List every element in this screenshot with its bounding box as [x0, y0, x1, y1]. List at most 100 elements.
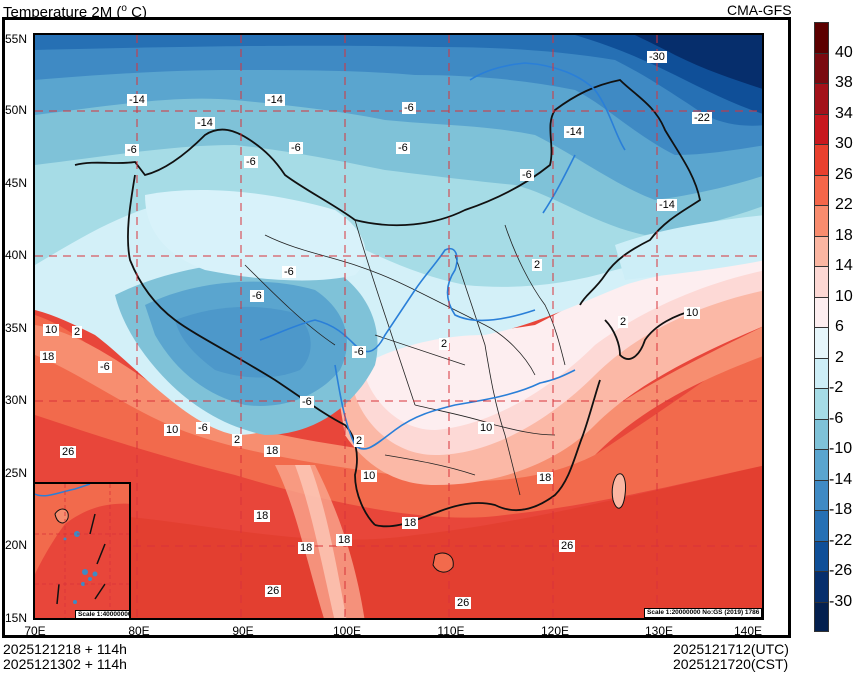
colorbar-label: -18 — [829, 501, 853, 518]
title-unit: C) — [126, 4, 147, 21]
colorbar-label: 18 — [835, 226, 853, 244]
lon-label-90e: 90E — [232, 624, 254, 638]
colorbar-segment — [814, 205, 829, 236]
colorbar-segment — [814, 144, 829, 175]
contour-label: -6 — [196, 422, 210, 434]
colorbar-label: 38 — [835, 74, 853, 91]
contour-label: 18 — [336, 534, 353, 546]
contour-label: -6 — [402, 102, 416, 114]
colorbar-segment — [814, 113, 829, 144]
lat-label-50n: 50N — [5, 103, 28, 117]
contour-label: 18 — [537, 472, 554, 484]
colorbar-segment — [814, 479, 829, 510]
contour-label: 10 — [478, 422, 495, 434]
colorbar-label: 30 — [835, 135, 853, 152]
lat-label-15n: 15N — [5, 611, 28, 625]
contour-label: -6 — [98, 361, 112, 373]
valid-time-utc: 2025121712(UTC) — [673, 641, 789, 657]
contour-label: -14 — [195, 117, 215, 129]
colorbar-label: -2 — [829, 379, 844, 396]
contour-label: -22 — [692, 112, 712, 124]
colorbar-segment — [814, 388, 829, 419]
contour-label: 2 — [354, 435, 365, 447]
contour-label: 18 — [264, 445, 281, 457]
colorbar-segment — [814, 266, 829, 297]
colorbar-segment — [814, 571, 829, 602]
lat-label-45n: 45N — [5, 176, 28, 190]
contour-label: 10 — [684, 307, 701, 319]
colorbar-label: -14 — [829, 470, 853, 488]
lat-label-20n: 20N — [5, 538, 28, 552]
colorbar-label: 6 — [835, 318, 844, 335]
colorbar-segment — [814, 540, 829, 571]
contour-label: 10 — [361, 470, 378, 482]
contour-label: -6 — [244, 156, 258, 168]
valid-time-cst: 2025121720(CST) — [673, 656, 789, 672]
colorbar-label: 40 — [835, 43, 853, 61]
colorbar-segment — [814, 449, 829, 480]
colorbar-label: -26 — [829, 562, 853, 579]
contour-label: -14 — [564, 126, 584, 138]
chart-title: Temperature 2M (o C) — [3, 0, 147, 21]
contour-label: -30 — [647, 51, 667, 63]
contour-label: 2 — [532, 259, 543, 271]
lon-label-70e: 70E — [24, 624, 46, 638]
lon-label-140e: 140E — [733, 624, 763, 638]
colorbar-segment — [814, 174, 829, 205]
contour-label: -14 — [265, 94, 285, 106]
colorbar-label: 26 — [835, 165, 853, 183]
contour-label: 26 — [559, 540, 576, 552]
contour-label: 26 — [60, 446, 77, 458]
contour-label: -6 — [520, 169, 534, 181]
contour-label: 10 — [43, 324, 60, 336]
colorbar-label: 2 — [835, 348, 844, 366]
contour-label: 26 — [265, 585, 282, 597]
colorbar-segment — [814, 327, 829, 358]
contour-label: 18 — [402, 517, 419, 529]
map-scale-label: Scale 1:20000000 No:GS (2019) 1786 — [644, 608, 763, 618]
colorbar-label: 22 — [835, 196, 853, 213]
contour-label: 2 — [439, 338, 450, 350]
contour-label: -6 — [125, 144, 139, 156]
contour-label: 18 — [298, 542, 315, 554]
colorbar-label: -10 — [829, 440, 853, 457]
inset-scale-label: Scale 1:40000000 — [75, 610, 129, 618]
colorbar-segment — [814, 601, 829, 632]
colorbar-label: -22 — [829, 531, 853, 549]
contour-label: -14 — [127, 94, 147, 106]
colorbar-segment — [814, 510, 829, 541]
contour-label: 10 — [164, 424, 181, 436]
colorbar-segment — [814, 22, 829, 53]
colorbar-segment — [814, 418, 829, 449]
contour-label: -6 — [300, 396, 314, 408]
contour-label: -6 — [396, 142, 410, 154]
lon-label-120e: 120E — [540, 624, 570, 638]
south-china-sea-inset: Scale 1:40000000 — [33, 482, 131, 620]
model-name: CMA-GFS — [727, 2, 792, 18]
lon-label-100e: 100E — [332, 624, 362, 638]
contour-label: 2 — [72, 326, 83, 338]
colorbar — [814, 22, 829, 632]
colorbar-segment — [814, 52, 829, 83]
title-text: Temperature 2M ( — [3, 4, 122, 21]
colorbar-label: -6 — [829, 409, 844, 427]
lon-label-130e: 130E — [644, 624, 674, 638]
colorbar-label: 34 — [835, 104, 853, 122]
contour-label: -6 — [352, 346, 366, 358]
lat-label-35n: 35N — [5, 321, 28, 335]
colorbar-label: -30 — [829, 592, 853, 610]
contour-label: -6 — [250, 290, 264, 302]
colorbar-label: 10 — [835, 287, 853, 305]
contour-label: 26 — [455, 597, 472, 609]
map-canvas — [35, 35, 762, 618]
contour-label: 18 — [254, 510, 271, 522]
lat-label-25n: 25N — [5, 466, 28, 480]
degree-symbol: o — [121, 3, 127, 14]
lat-label-40n: 40N — [5, 248, 28, 262]
lon-label-110e: 110E — [437, 624, 465, 638]
contour-label: -6 — [282, 266, 296, 278]
temperature-map — [33, 33, 764, 620]
colorbar-label: 14 — [835, 257, 853, 274]
colorbar-segment — [814, 83, 829, 114]
init-time-utc: 2025121218 + 114h — [3, 641, 127, 657]
